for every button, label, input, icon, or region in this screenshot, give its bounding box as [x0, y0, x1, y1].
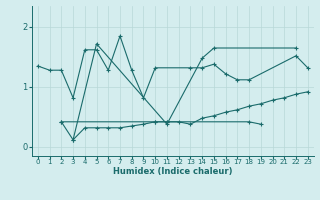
X-axis label: Humidex (Indice chaleur): Humidex (Indice chaleur)	[113, 167, 233, 176]
